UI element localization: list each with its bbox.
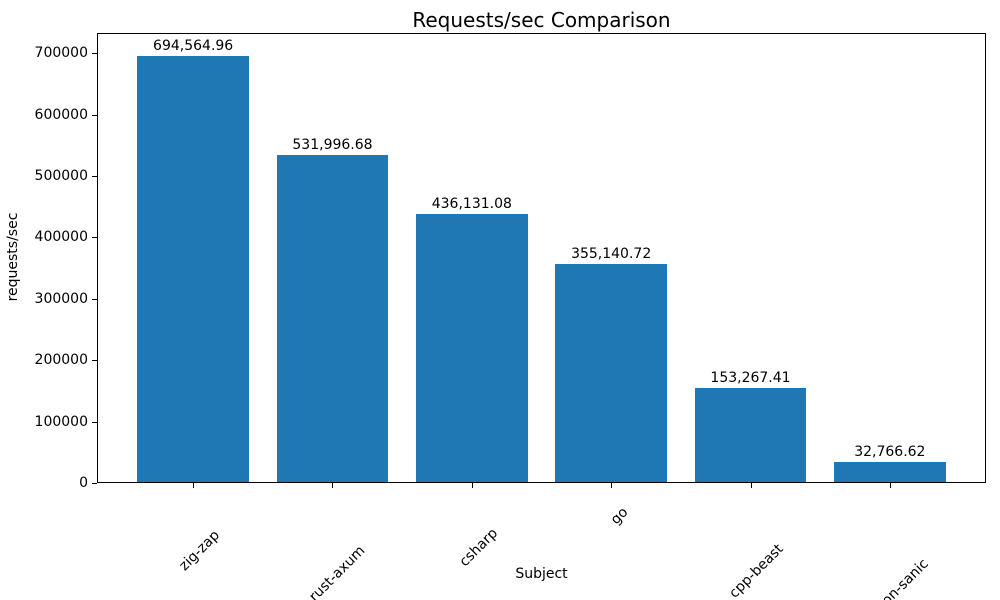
x-tick-mark xyxy=(889,483,891,488)
bar-zig-zap xyxy=(137,55,249,482)
y-tick-mark xyxy=(92,53,97,55)
x-tick-mark xyxy=(611,483,613,488)
x-tick-label-go: go xyxy=(607,504,632,528)
chart-title: Requests/sec Comparison xyxy=(412,8,671,32)
y-tick-label: 700000 xyxy=(34,45,88,62)
bar-value-label: 355,140.72 xyxy=(571,245,652,262)
x-tick-mark xyxy=(750,483,752,488)
bar-python-sanic xyxy=(834,461,946,482)
y-tick-mark xyxy=(92,114,97,116)
bar-value-label: 153,267.41 xyxy=(710,369,791,386)
x-tick-label-csharp: csharp xyxy=(456,525,501,570)
bar-value-label: 531,996.68 xyxy=(292,137,373,154)
x-tick-mark xyxy=(471,483,473,488)
y-tick-label: 200000 xyxy=(34,352,88,369)
y-tick-mark xyxy=(92,360,97,362)
x-axis-label: Subject xyxy=(515,566,568,582)
x-tick-mark xyxy=(193,483,195,488)
bar-go xyxy=(555,263,667,482)
y-tick-label: 300000 xyxy=(34,290,88,307)
plot-area xyxy=(97,33,986,483)
y-tick-label: 500000 xyxy=(34,168,88,185)
x-tick-mark xyxy=(332,483,334,488)
bar-value-label: 694,564.96 xyxy=(153,37,234,54)
y-tick-label: 600000 xyxy=(34,106,88,123)
y-tick-label: 400000 xyxy=(34,229,88,246)
bar-rust-axum xyxy=(276,155,389,482)
y-tick-mark xyxy=(92,483,97,484)
y-tick-label: 100000 xyxy=(34,413,88,430)
bar-cpp-beast xyxy=(694,387,807,482)
bar-csharp xyxy=(416,214,528,482)
y-tick-mark xyxy=(92,237,97,239)
y-tick-mark xyxy=(92,298,97,300)
bar-value-label: 32,766.62 xyxy=(854,443,926,460)
bar-value-label: 436,131.08 xyxy=(431,196,512,213)
y-tick-mark xyxy=(92,421,97,423)
y-tick-label: 0 xyxy=(79,475,88,491)
y-tick-mark xyxy=(92,176,97,178)
